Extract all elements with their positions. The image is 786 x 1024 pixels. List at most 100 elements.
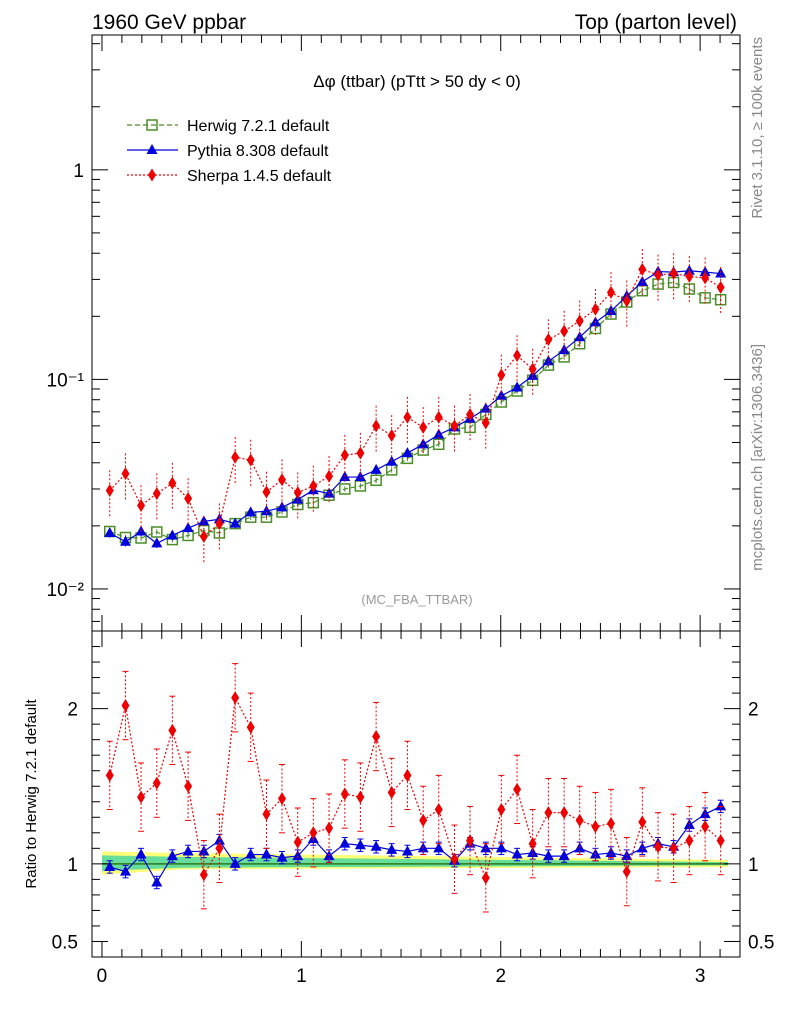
ratio-pythia-marker [636,842,648,853]
ratio-sherpa-marker [340,787,349,801]
sherpa-marker [152,487,161,501]
herwig-series [103,276,727,546]
sherpa-marker [716,280,725,294]
pythia-marker [511,381,523,392]
pythia-marker [245,506,257,517]
ratio-sherpa-marker [387,785,396,799]
sherpa-marker [685,269,694,283]
herwig-marker [339,483,351,495]
ratio-sherpa-marker [356,790,365,804]
ratio-pythia-marker [715,800,727,811]
pythia-marker [636,275,648,286]
pythia-marker [119,535,131,546]
main-y-tick-label: 10⁻² [47,580,85,601]
ratio-sherpa-marker [466,834,475,848]
sherpa-marker [544,333,553,347]
pythia-marker [151,537,163,548]
pythia-marker [401,447,413,458]
ratio-pythia-marker [151,876,163,887]
sherpa-marker [372,419,381,433]
pythia-marker [260,505,272,516]
sherpa-marker [622,294,631,308]
axis-tick-labels: 10⁻² 10⁻¹ 1 0 1 2 3 0.5 0.5 1 1 2 2 [47,161,775,987]
ratio-pythia-marker [542,850,554,861]
pythia-marker [166,529,178,540]
sherpa-marker [481,416,490,430]
ratio-uncertainty-band [101,851,729,875]
sherpa-marker [278,473,287,487]
ratio-pythia-marker [276,851,288,862]
sherpa-marker [262,485,271,499]
sherpa-marker [654,268,663,282]
pythia-marker [229,517,241,528]
ratio-y-tick-label-right: 1 [748,855,759,876]
axis-ticks [92,35,741,958]
ratio-sherpa-marker [513,782,522,796]
ratio-pythia-marker [401,845,413,856]
ratio-sherpa-marker [528,837,537,851]
ratio-sherpa-series [105,663,725,913]
ratio-y-tick-label-left: 2 [67,700,78,721]
sherpa-marker [231,450,240,464]
ratio-pythia-marker [182,845,194,856]
ratio-sherpa-marker [606,816,615,830]
sherpa-marker [606,285,615,299]
ratio-y-tick-label-left: 1 [67,855,78,876]
ratio-pythia-marker [260,848,272,859]
plot-title: Δφ (ttbar) (pTtt > 50 dy < 0) [313,72,521,91]
herwig-line [109,281,721,541]
pythia-marker [276,501,288,512]
ratio-sherpa-marker [654,840,663,854]
x-tick-label: 0 [97,966,108,987]
sherpa-marker [105,483,114,497]
x-tick-label: 1 [296,966,307,987]
sherpa-marker [434,410,443,424]
ratio-sherpa-marker [450,852,459,866]
ratio-y-axis-label: Ratio to Herwig 7.2.1 default [23,699,40,889]
legend-herwig-label: Herwig 7.2.1 default [187,118,330,135]
pythia-marker [104,526,116,537]
x-tick-label: 2 [495,966,506,987]
legend-pythia-marker [146,144,158,154]
sherpa-marker [137,499,146,513]
x-tick-label: 3 [695,966,706,987]
header-left: 1960 GeV ppbar [92,11,246,34]
ratio-sherpa-marker [622,865,631,879]
pythia-marker [558,344,570,355]
ratio-sherpa-marker [497,803,506,817]
ratio-pythia-marker [605,846,617,857]
sherpa-marker [419,420,428,434]
main-y-tick-label: 1 [73,161,84,182]
rivet-label: Rivet 3.1.10, ≥ 100k events [749,37,766,219]
watermark: (MC_FBA_TTBAR) [361,592,472,607]
ratio-sherpa-marker [591,820,600,834]
ratio-sherpa-marker [293,835,302,849]
ratio-pythia-marker [166,850,178,861]
ratio-sherpa-marker [372,730,381,744]
sherpa-marker [466,407,475,421]
pythia-marker [370,463,382,474]
sherpa-marker [121,467,130,481]
pythia-line [109,270,721,545]
sherpa-series [105,249,725,563]
ratio-sherpa-marker [638,815,647,829]
sherpa-marker [669,267,678,281]
ratio-sherpa-marker [199,868,208,882]
ratio-pythia-marker [495,842,507,853]
ratio-sherpa-marker [575,813,584,827]
sherpa-marker [246,453,255,467]
sherpa-marker [184,492,193,506]
sherpa-marker [638,262,647,276]
ratio-sherpa-marker [105,768,114,782]
ratio-sherpa-marker [309,826,318,840]
ratio-sherpa-marker [137,790,146,804]
ratio-pythia-marker [245,848,257,859]
ratio-y-tick-label-right: 2 [748,700,759,721]
herwig-marker [151,526,163,538]
ratio-sherpa-marker [262,807,271,821]
ratio-sherpa-marker [231,691,240,705]
ratio-pythia-marker [527,846,539,857]
sherpa-marker [325,469,334,483]
sherpa-marker [199,529,208,543]
legend: Herwig 7.2.1 default Pythia 8.308 default… [127,118,332,185]
